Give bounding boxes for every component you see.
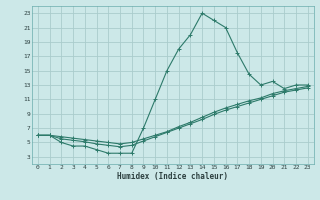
X-axis label: Humidex (Indice chaleur): Humidex (Indice chaleur) (117, 172, 228, 181)
